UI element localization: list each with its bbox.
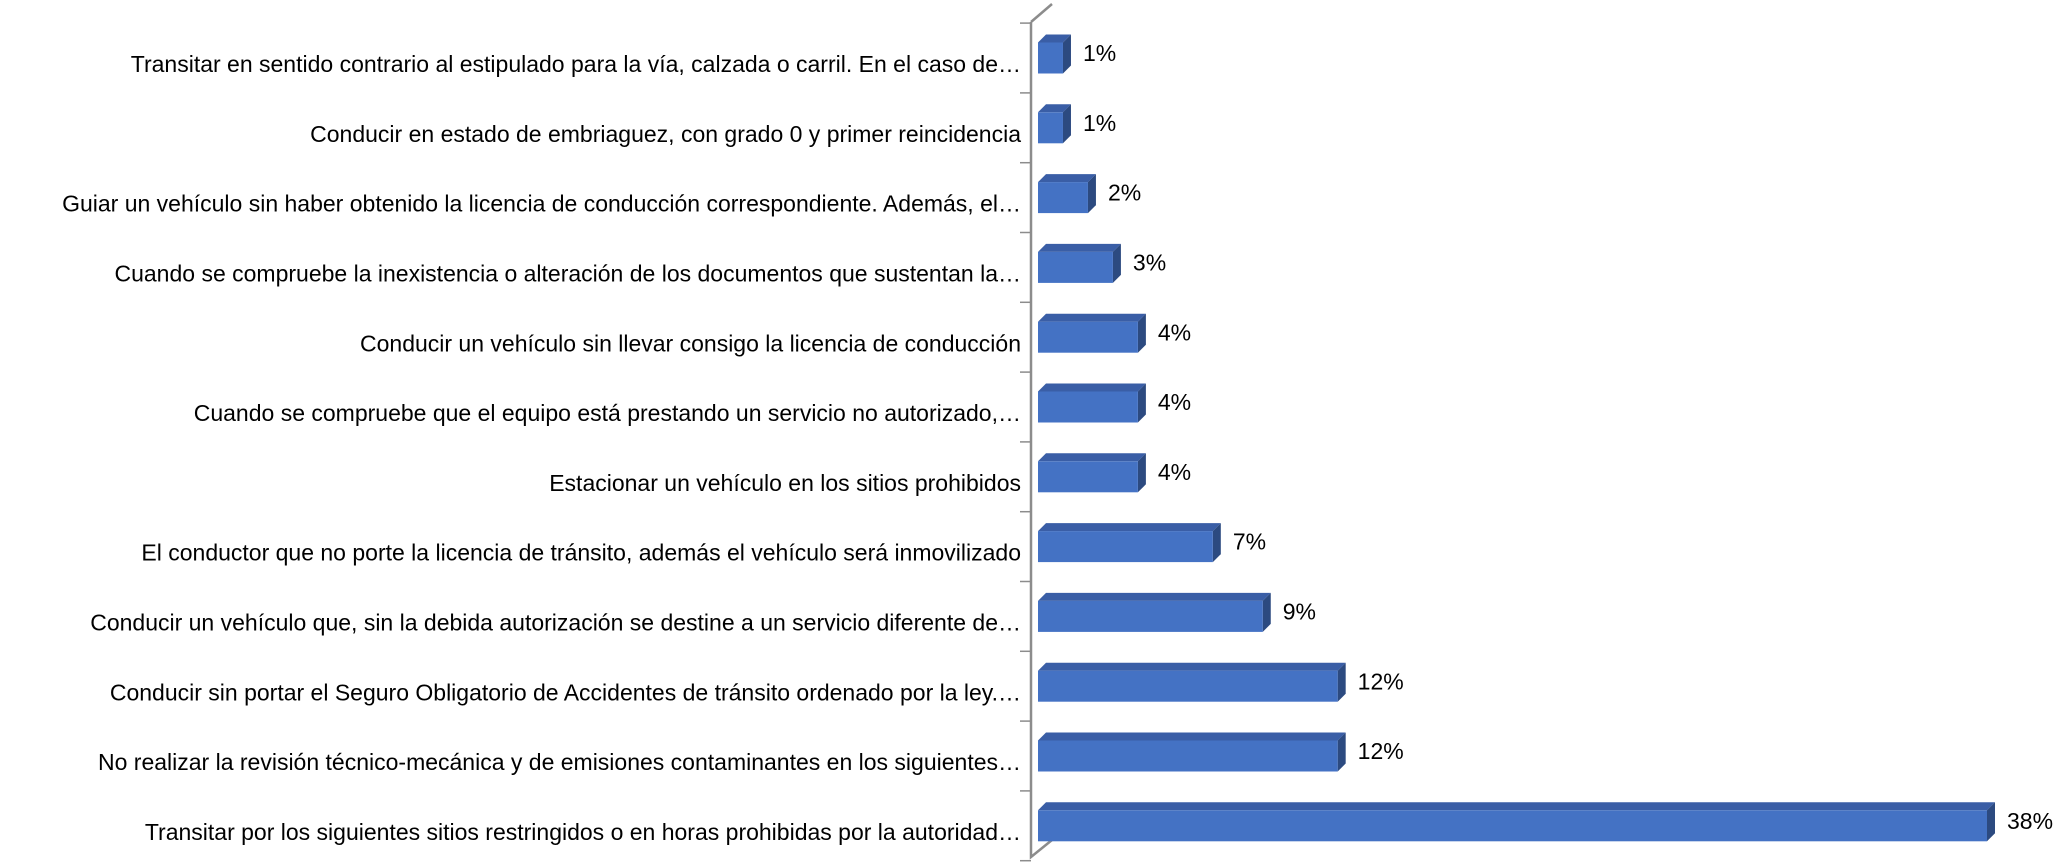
bar-side [1062, 104, 1071, 144]
data-label: 1% [1083, 40, 1116, 66]
bar-front [1038, 600, 1263, 632]
bar-top [1038, 383, 1146, 392]
bar-side [1262, 592, 1271, 632]
bar-side [1337, 732, 1346, 772]
data-label: 12% [1358, 738, 1404, 764]
bar-front [1038, 321, 1138, 353]
bar-front [1038, 42, 1063, 74]
data-label: 2% [1108, 180, 1141, 206]
bar [1038, 453, 1146, 493]
y-tick-label: Conducir en estado de embriaguez, con gr… [310, 121, 1021, 147]
y-tick-label: Cuando se compruebe la inexistencia o al… [114, 260, 1021, 286]
y-tick-label: Estacionar un vehículo en los sitios pro… [549, 470, 1021, 496]
bar-side [1337, 662, 1346, 702]
bar-front [1038, 461, 1138, 493]
y-tick-label: El conductor que no porte la licencia de… [141, 540, 1021, 566]
bar [1038, 523, 1221, 563]
bar [1038, 592, 1271, 632]
bar-side [1087, 174, 1096, 214]
bar [1038, 34, 1071, 74]
bar [1038, 243, 1121, 283]
bar-front [1038, 670, 1338, 702]
data-label: 4% [1158, 389, 1191, 415]
data-label: 1% [1083, 110, 1116, 136]
bar-top [1038, 174, 1096, 183]
bar-top [1038, 104, 1071, 113]
bar [1038, 662, 1346, 702]
bar-top [1038, 243, 1121, 252]
bar [1038, 313, 1146, 353]
data-label: 38% [2007, 808, 2053, 834]
bar-top [1038, 453, 1146, 462]
bar-front [1038, 112, 1063, 144]
data-label: 3% [1133, 249, 1166, 275]
bar [1038, 802, 1995, 842]
bar-top [1038, 523, 1221, 532]
bar-side [1987, 802, 1995, 842]
y-tick-label: Conducir un vehículo sin llevar consigo … [360, 330, 1021, 356]
bar-top [1038, 313, 1146, 322]
bar-front [1038, 391, 1138, 423]
bar-side [1137, 383, 1146, 423]
bar-top [1038, 732, 1346, 741]
bar-front [1038, 740, 1338, 772]
y-tick-label: No realizar la revisión técnico-mecánica… [98, 749, 1021, 775]
y-tick-label: Guiar un vehículo sin haber obtenido la … [62, 191, 1021, 217]
bar-top [1038, 802, 1995, 811]
bar-front [1038, 251, 1113, 283]
data-label: 9% [1283, 598, 1316, 624]
bar-front [1038, 531, 1213, 563]
bar [1038, 383, 1146, 423]
bar-side [1112, 243, 1121, 283]
data-label: 12% [1358, 668, 1404, 694]
data-label: 4% [1158, 459, 1191, 485]
data-label: 4% [1158, 319, 1191, 345]
y-tick-label: Cuando se compruebe que el equipo está p… [194, 400, 1021, 426]
bar-side [1062, 34, 1071, 74]
axis-wall [1029, 3, 1053, 860]
data-label: 7% [1233, 529, 1266, 555]
bar-top [1038, 34, 1071, 43]
bar-side [1137, 453, 1146, 493]
bar [1038, 104, 1071, 144]
bar-top [1038, 592, 1271, 601]
bar-side [1137, 313, 1146, 353]
bar-front [1038, 182, 1088, 214]
bar-side [1212, 523, 1221, 563]
bar-top [1038, 662, 1346, 671]
y-tick-label: Conducir un vehículo que, sin la debida … [90, 609, 1021, 635]
bar-front [1038, 810, 1987, 842]
bar [1038, 732, 1346, 772]
y-tick-label: Conducir sin portar el Seguro Obligatori… [110, 679, 1021, 705]
y-tick-label: Transitar por los siguientes sitios rest… [145, 819, 1021, 845]
bar [1038, 174, 1096, 214]
y-tick-label: Transitar en sentido contrario al estipu… [131, 51, 1021, 77]
